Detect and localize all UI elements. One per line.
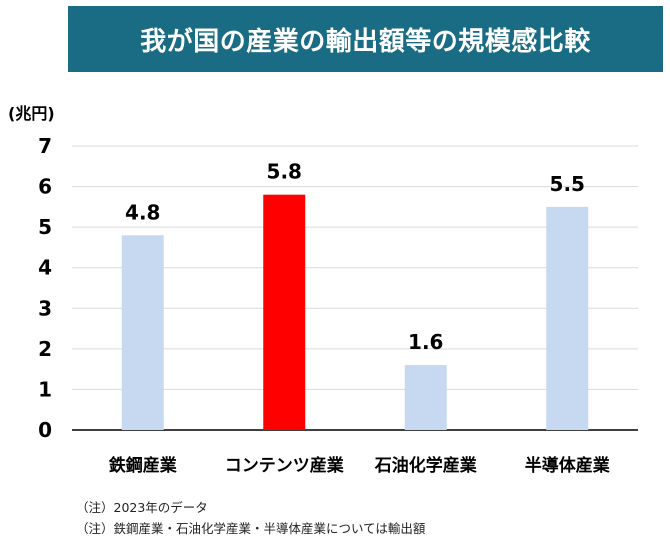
data-label: 5.8 [267, 160, 302, 184]
y-tick-label: 2 [38, 337, 52, 361]
y-tick-label: 0 [38, 418, 52, 442]
y-tick-label: 5 [38, 215, 52, 239]
data-label: 1.6 [408, 330, 443, 354]
chart-title: 我が国の産業の輸出額等の規模感比較 [140, 26, 591, 57]
data-label: 4.8 [125, 200, 160, 224]
footnote-2: （注）鉄鋼産業・石油化学産業・半導体産業については輸出額 [76, 521, 426, 536]
footnote-1: （注）2023年のデータ [76, 500, 208, 515]
bar [404, 365, 447, 430]
y-tick-label: 7 [38, 134, 52, 158]
x-category-label: 石油化学産業 [374, 455, 477, 476]
y-tick-label: 1 [38, 377, 52, 401]
bar [121, 235, 164, 430]
x-category-label: 鉄鋼産業 [109, 455, 177, 476]
bar [263, 194, 306, 430]
bar-chart: 0 1 2 3 4 5 6 7 4.8 鉄鋼産業 5.8 コンテンツ産業 1.6 石油化学産業 5.5 半導体… [38, 134, 638, 476]
y-tick-label: 3 [38, 296, 52, 320]
y-tick-label: 4 [38, 256, 52, 280]
x-category-label: 半導体産業 [525, 455, 610, 476]
footnotes: （注）2023年のデータ （注）鉄鋼産業・石油化学産業・半導体産業については輸出… [76, 497, 425, 539]
x-category-label: コンテンツ産業 [225, 455, 344, 476]
y-tick-label: 6 [38, 175, 52, 199]
y-axis-unit-label: (兆円) [8, 104, 55, 123]
bar [546, 206, 589, 430]
chart-title-banner: 我が国の産業の輸出額等の規模感比較 [68, 6, 663, 72]
data-label: 5.5 [550, 172, 585, 196]
